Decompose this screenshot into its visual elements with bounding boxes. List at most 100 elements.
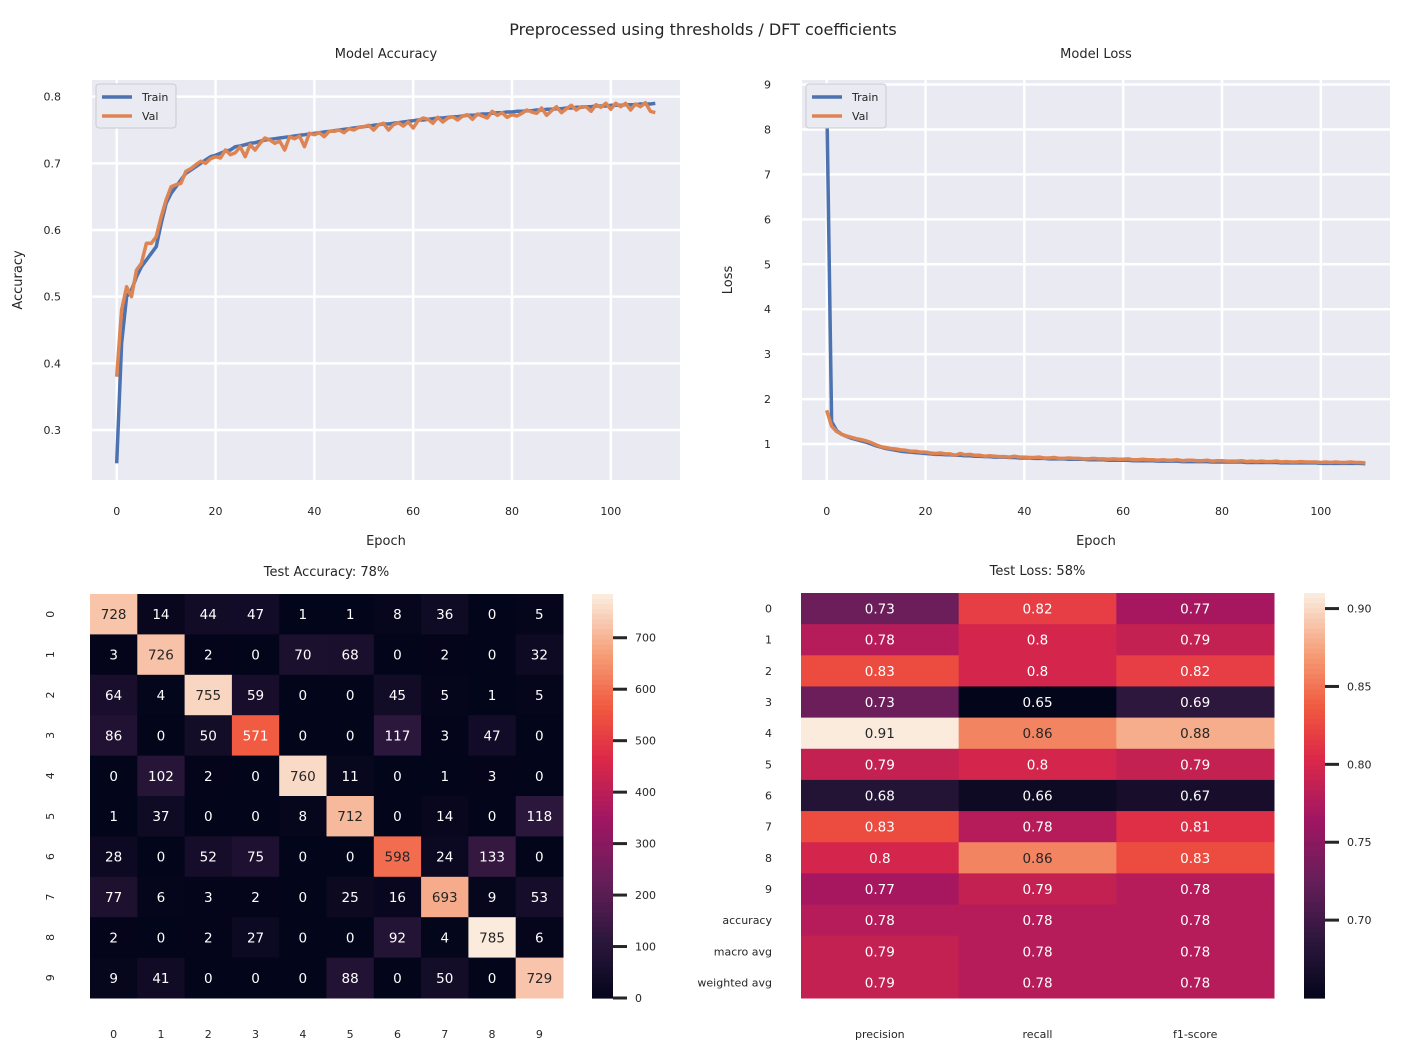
row-label: 5 xyxy=(765,758,772,771)
heatmap-cell xyxy=(184,674,233,716)
cell-value: 0.83 xyxy=(865,664,895,680)
heatmap-cell xyxy=(515,755,564,797)
colorbar-segment xyxy=(592,866,613,873)
row-label: 6 xyxy=(44,853,57,860)
cell-value: 102 xyxy=(148,769,174,785)
heatmap-cell xyxy=(90,836,138,878)
cell-value: 0.65 xyxy=(1022,695,1052,711)
heatmap-cell xyxy=(421,876,469,918)
cell-value: 27 xyxy=(247,930,264,946)
heatmap-cell xyxy=(90,796,138,837)
cell-value: 0 xyxy=(157,930,166,946)
colorbar-segment xyxy=(1304,881,1325,888)
colorbar-segment xyxy=(1304,856,1325,862)
heatmap-cell xyxy=(184,836,233,878)
cell-value: 50 xyxy=(200,728,217,744)
heatmap-cell xyxy=(90,957,138,999)
cell-value: 0 xyxy=(346,728,355,744)
colorbar-segment xyxy=(1304,780,1325,786)
heatmap-cell xyxy=(421,634,469,676)
heatmap-cell xyxy=(958,842,1117,874)
row-label: 0 xyxy=(765,603,772,616)
cell-value: 0.83 xyxy=(865,820,895,836)
colorbar-segment xyxy=(592,750,613,757)
cell-value: 0 xyxy=(488,971,497,987)
colorbar-segment xyxy=(1304,603,1325,609)
heatmap-cell xyxy=(421,755,469,797)
legend-label: Val xyxy=(852,110,868,123)
colorbar-tick-label: 700 xyxy=(635,632,656,645)
legend-label: Train xyxy=(851,91,878,104)
colorbar-segment xyxy=(592,664,613,671)
heatmap-cell xyxy=(137,674,186,716)
colorbar-segment xyxy=(592,679,613,686)
x-tick-label: 0 xyxy=(113,505,120,518)
colorbar-segment xyxy=(1304,810,1325,817)
colorbar-segment xyxy=(1304,765,1325,771)
y-tick-label: 0.4 xyxy=(44,357,62,370)
heatmap-cell xyxy=(958,935,1117,968)
y-axis-label: Loss xyxy=(721,266,736,295)
heatmap-cell xyxy=(468,876,517,918)
colorbar-segment xyxy=(1304,901,1325,908)
cell-value: 2 xyxy=(204,769,213,785)
y-tick-label: 0.7 xyxy=(44,157,62,170)
heatmap-cell xyxy=(801,779,960,812)
colorbar-segment xyxy=(592,720,613,726)
heatmap-cell xyxy=(373,674,422,716)
cell-value: 0 xyxy=(393,769,402,785)
cell-value: 50 xyxy=(436,971,453,987)
colorbar-segment xyxy=(592,806,613,812)
heatmap-cell xyxy=(801,873,960,906)
column-label: 4 xyxy=(299,1028,306,1041)
colorbar-segment xyxy=(1304,714,1325,721)
heatmap-cell xyxy=(373,876,422,918)
cell-value: 0.86 xyxy=(1022,726,1052,742)
colorbar-segment xyxy=(1304,825,1325,832)
column-label: 2 xyxy=(205,1028,212,1041)
y-tick-label: 7 xyxy=(764,168,771,181)
heatmap-cell xyxy=(90,876,138,918)
heatmap-cell xyxy=(1116,811,1275,843)
heatmap-cell xyxy=(279,796,327,837)
row-label: 4 xyxy=(44,772,57,779)
colorbar-segment xyxy=(1304,947,1325,954)
colorbar-segment xyxy=(592,604,613,610)
legend-label: Train xyxy=(141,91,168,104)
colorbar-segment xyxy=(1304,896,1325,903)
cell-value: 0 xyxy=(157,850,166,866)
colorbar-segment xyxy=(592,624,613,630)
chart-title: Test Accuracy: 78% xyxy=(263,565,390,580)
cell-value: 28 xyxy=(105,850,122,866)
heatmap-cell xyxy=(279,957,327,999)
x-tick-label: 0 xyxy=(823,505,830,518)
heatmap-cell xyxy=(373,594,422,635)
row-label: 7 xyxy=(44,894,57,901)
colorbar-segment xyxy=(592,765,613,772)
colorbar-segment xyxy=(1304,684,1325,690)
cell-value: 44 xyxy=(200,607,217,623)
heatmap-cell xyxy=(137,796,186,837)
heatmap-cell xyxy=(231,634,280,676)
heatmap-cell xyxy=(515,957,564,999)
colorbar-segment xyxy=(592,796,613,802)
colorbar-segment xyxy=(1304,674,1325,680)
colorbar-segment xyxy=(1304,987,1325,994)
cell-value: 0.78 xyxy=(1022,913,1052,929)
cell-value: 0.67 xyxy=(1180,789,1210,805)
colorbar-segment xyxy=(1304,967,1325,974)
figure-title: Preprocessed using thresholds / DFT coef… xyxy=(509,20,896,39)
heatmap-cell xyxy=(231,957,280,999)
colorbar-segment xyxy=(1304,790,1325,797)
cell-value: 0 xyxy=(346,850,355,866)
cell-value: 14 xyxy=(152,607,169,623)
heatmap-cell xyxy=(1116,873,1275,906)
cell-value: 0 xyxy=(299,930,308,946)
cell-value: 785 xyxy=(479,930,505,946)
row-label: 7 xyxy=(765,821,772,834)
colorbar-segment xyxy=(1304,922,1325,928)
colorbar-segment xyxy=(1304,805,1325,812)
colorbar-segment xyxy=(1304,927,1325,933)
row-label: 5 xyxy=(44,813,57,820)
heatmap-cell xyxy=(1116,904,1275,937)
